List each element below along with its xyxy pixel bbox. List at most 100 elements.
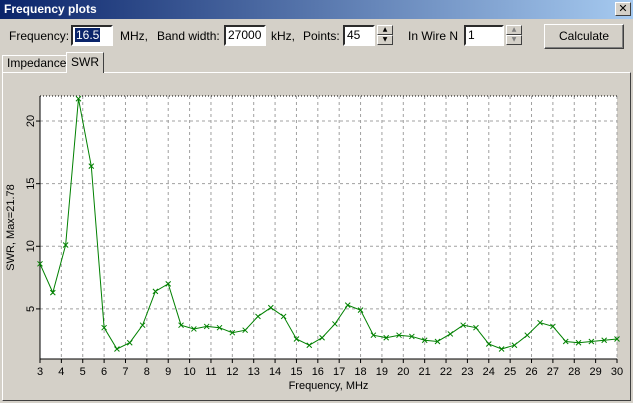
points-value: 45 (347, 28, 361, 42)
swr-data-point (37, 260, 43, 267)
bandwidth-unit: kHz, (271, 29, 295, 43)
x-tick-label: 7 (122, 366, 128, 378)
swr-data-point (396, 332, 402, 339)
frequency-input[interactable]: 16.5 (71, 25, 113, 46)
x-axis-title: Frequency, MHz (289, 380, 369, 392)
points-spinner[interactable]: ▲ ▼ (377, 25, 393, 46)
swr-data-point (319, 334, 325, 341)
swr-data-point (126, 339, 133, 346)
swr-data-point (588, 338, 595, 345)
swr-series-line (39, 98, 618, 350)
y-tick-label: 20 (25, 115, 37, 127)
y-axis-title: SWR, Max=21.78 (5, 184, 17, 271)
x-tick-label: 5 (80, 366, 86, 378)
swr-data-point (575, 339, 582, 346)
wire-input[interactable]: 1 (464, 25, 504, 46)
swr-data-point (408, 333, 415, 340)
swr-data-point (62, 242, 69, 248)
points-input[interactable]: 45 (343, 25, 375, 46)
swr-data-point (306, 342, 313, 349)
swr-data-point (242, 327, 249, 334)
x-tick-label: 15 (290, 366, 302, 378)
calculate-button[interactable]: Calculate (544, 24, 624, 49)
swr-data-point (203, 323, 210, 330)
x-tick-label: 9 (165, 366, 171, 378)
wire-spin-up-icon[interactable]: ▲ (506, 25, 522, 35)
swr-data-point (562, 338, 569, 345)
x-tick-label: 19 (376, 366, 388, 378)
swr-data-point (75, 95, 82, 102)
bandwidth-input[interactable]: 27000 (224, 25, 266, 46)
x-tick-label: 16 (312, 366, 324, 378)
x-tick-label: 24 (483, 366, 495, 378)
bandwidth-label: Band width: (157, 29, 220, 43)
swr-data-point (524, 332, 531, 339)
swr-data-point (49, 289, 56, 296)
points-spin-down-icon[interactable]: ▼ (377, 35, 393, 45)
points-spin-up-icon[interactable]: ▲ (377, 25, 393, 35)
x-tick-label: 30 (611, 366, 623, 378)
swr-data-point (229, 329, 236, 336)
x-tick-label: 25 (504, 366, 516, 378)
swr-data-point (485, 341, 492, 347)
points-label: Points: (303, 29, 340, 43)
swr-data-point (267, 304, 274, 311)
plot-area (40, 96, 617, 359)
swr-data-point (370, 332, 377, 339)
tab-swr[interactable]: SWR (66, 52, 104, 73)
swr-data-point (601, 337, 608, 344)
x-tick-label: 18 (354, 366, 366, 378)
x-tick-label: 13 (248, 366, 260, 378)
swr-data-point (511, 342, 518, 349)
x-tick-label: 3 (37, 366, 43, 378)
x-tick-label: 10 (183, 366, 195, 378)
x-tick-label: 20 (397, 366, 409, 378)
swr-data-point (447, 331, 454, 337)
swr-data-point (88, 163, 95, 169)
x-tick-label: 26 (525, 366, 537, 378)
tab-impedance[interactable]: Impedance (2, 55, 72, 72)
swr-data-point (178, 322, 184, 329)
wire-label: In Wire N (408, 29, 459, 43)
y-tick-label: 15 (25, 178, 37, 190)
wire-spin-down-icon[interactable]: ▼ (506, 35, 522, 45)
swr-data-point (383, 334, 390, 341)
swr-data-point (550, 323, 556, 330)
wire-spinner[interactable]: ▲ ▼ (506, 25, 522, 46)
x-tick-label: 14 (269, 366, 281, 378)
swr-data-point (614, 336, 620, 342)
x-tick-label: 22 (440, 366, 452, 378)
x-tick-label: 21 (419, 366, 431, 378)
frequency-unit: MHz, (120, 29, 148, 43)
swr-data-point (434, 338, 441, 345)
swr-data-point (460, 322, 466, 329)
swr-data-point (216, 324, 223, 331)
swr-data-point (114, 346, 120, 352)
swr-data-point (101, 324, 107, 331)
swr-data-point (357, 307, 364, 314)
x-tick-label: 28 (568, 366, 580, 378)
x-tick-label: 27 (547, 366, 559, 378)
swr-data-point (537, 319, 543, 326)
swr-data-point (344, 302, 351, 309)
wire-value: 1 (468, 28, 475, 42)
y-tick-label: 10 (25, 240, 37, 252)
window-title: Frequency plots (4, 2, 97, 16)
swr-data-point (421, 337, 428, 344)
x-tick-label: 11 (205, 366, 216, 378)
swr-data-point (332, 321, 338, 327)
x-tick-label: 23 (461, 366, 473, 378)
window-title-bar: Frequency plots ✕ (0, 0, 633, 19)
y-tick-label: 5 (25, 306, 37, 312)
swr-data-point (293, 336, 300, 342)
x-tick-label: 17 (333, 366, 345, 378)
swr-data-point (139, 322, 146, 329)
x-tick-label: 4 (58, 366, 64, 378)
bandwidth-value: 27000 (228, 28, 262, 42)
swr-data-point (255, 313, 261, 320)
x-tick-label: 6 (101, 366, 107, 378)
frequency-value: 16.5 (75, 28, 101, 42)
x-tick-label: 8 (144, 366, 150, 378)
close-button[interactable]: ✕ (615, 2, 631, 16)
